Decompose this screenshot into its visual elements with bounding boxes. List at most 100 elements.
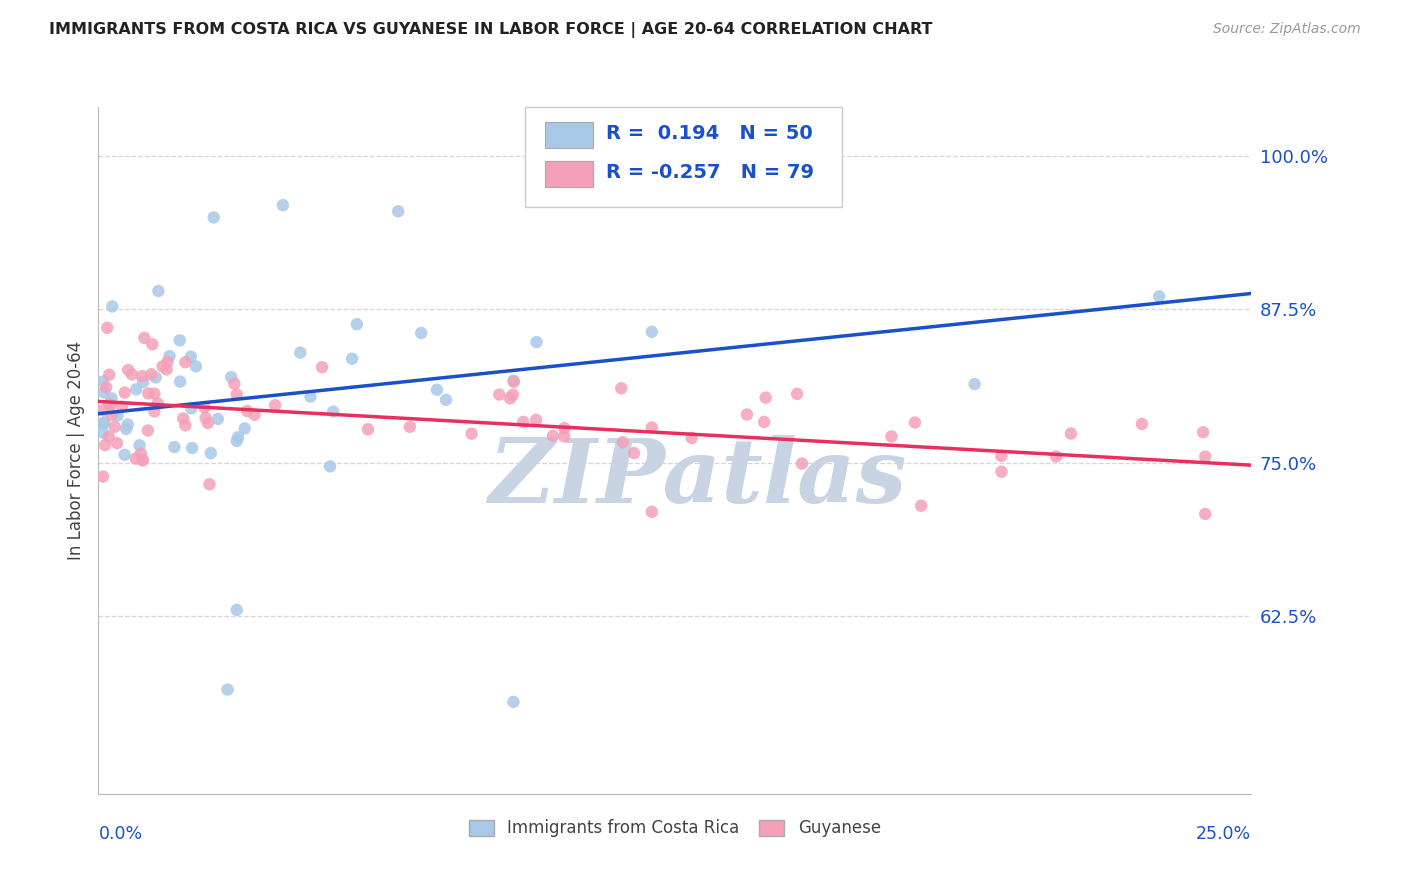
Point xyxy=(174,418,197,433)
Text: IMMIGRANTS FROM COSTA RICA VS GUYANESE IN LABOR FORCE | AGE 20-64 CORRELATION CH: IMMIGRANTS FROM COSTA RICA VS GUYANESE I… xyxy=(49,22,932,38)
Point xyxy=(172,411,194,425)
Point xyxy=(202,211,225,225)
Point xyxy=(114,448,136,462)
Point xyxy=(346,317,368,331)
Point xyxy=(319,459,342,474)
Point xyxy=(553,429,575,443)
Point xyxy=(125,451,148,466)
Point xyxy=(460,426,482,441)
Point xyxy=(411,326,433,340)
Point xyxy=(1130,417,1153,431)
Point xyxy=(115,422,138,436)
Point xyxy=(623,446,645,460)
Point xyxy=(159,349,181,363)
Y-axis label: In Labor Force | Age 20-64: In Labor Force | Age 20-64 xyxy=(66,341,84,560)
Point xyxy=(91,425,114,440)
Point xyxy=(526,334,548,349)
Point xyxy=(1060,426,1083,441)
Point xyxy=(1045,450,1067,464)
Point xyxy=(121,368,143,382)
Point xyxy=(322,405,344,419)
Point xyxy=(105,436,128,450)
Point xyxy=(180,401,202,416)
Point xyxy=(880,429,903,443)
Point xyxy=(612,435,634,450)
Point xyxy=(990,449,1012,463)
Point xyxy=(499,392,522,406)
Point xyxy=(243,408,266,422)
Point xyxy=(128,438,150,452)
Point xyxy=(93,385,115,400)
Point xyxy=(1194,507,1216,521)
Point xyxy=(752,415,775,429)
Point xyxy=(114,385,136,400)
Point xyxy=(1194,450,1216,464)
Point xyxy=(131,453,153,467)
Text: 0.0%: 0.0% xyxy=(98,825,142,843)
Point xyxy=(143,404,166,418)
Point xyxy=(236,404,259,418)
Point xyxy=(434,392,457,407)
Point xyxy=(225,603,247,617)
Point xyxy=(904,416,927,430)
Point xyxy=(681,431,703,445)
Point xyxy=(194,411,217,425)
Point xyxy=(117,363,139,377)
Point xyxy=(104,419,127,434)
Point xyxy=(169,334,191,348)
Point xyxy=(553,421,575,435)
Point xyxy=(136,386,159,401)
Point xyxy=(91,403,114,417)
Point xyxy=(100,398,122,412)
Point xyxy=(264,398,287,412)
Point xyxy=(98,368,121,382)
Point xyxy=(755,391,778,405)
Point xyxy=(129,446,152,460)
Point xyxy=(217,682,239,697)
Point xyxy=(134,331,156,345)
Text: 25.0%: 25.0% xyxy=(1197,825,1251,843)
Point xyxy=(271,198,294,212)
Point xyxy=(132,375,155,389)
Text: ZIPatlas: ZIPatlas xyxy=(489,434,907,521)
Point xyxy=(94,380,117,394)
Point xyxy=(502,695,524,709)
Point xyxy=(299,390,322,404)
Point xyxy=(141,368,163,382)
Point xyxy=(502,374,524,388)
Point xyxy=(107,409,129,423)
Point xyxy=(357,422,380,436)
Point xyxy=(98,397,121,411)
Point xyxy=(225,434,247,448)
FancyBboxPatch shape xyxy=(524,107,842,207)
Point xyxy=(96,321,118,335)
Point xyxy=(224,376,246,391)
Point xyxy=(111,400,134,414)
Point xyxy=(340,351,363,366)
Point xyxy=(94,438,117,452)
Point xyxy=(198,477,221,491)
Point xyxy=(488,387,510,401)
Point xyxy=(200,446,222,460)
Point xyxy=(735,408,758,422)
Point xyxy=(148,284,170,298)
Point xyxy=(963,377,986,392)
Point xyxy=(125,383,148,397)
Point xyxy=(117,417,139,432)
Point xyxy=(197,416,219,430)
FancyBboxPatch shape xyxy=(544,161,593,187)
Point xyxy=(786,387,808,401)
Legend: Immigrants from Costa Rica, Guyanese: Immigrants from Costa Rica, Guyanese xyxy=(463,813,887,844)
Point xyxy=(146,396,169,410)
Point xyxy=(141,337,163,351)
Point xyxy=(174,355,197,369)
Point xyxy=(311,360,333,375)
Text: R =  0.194   N = 50: R = 0.194 N = 50 xyxy=(606,124,813,144)
Point xyxy=(180,350,202,364)
Point xyxy=(641,505,664,519)
Point xyxy=(207,412,229,426)
Point xyxy=(143,386,166,401)
Point xyxy=(97,430,120,444)
Point xyxy=(426,383,449,397)
Point xyxy=(1147,289,1170,303)
